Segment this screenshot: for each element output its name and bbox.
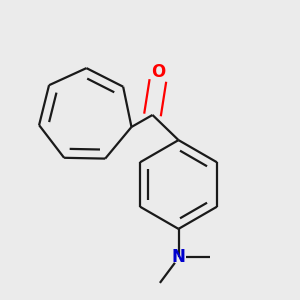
Text: N: N <box>172 248 185 266</box>
Text: O: O <box>151 63 165 81</box>
